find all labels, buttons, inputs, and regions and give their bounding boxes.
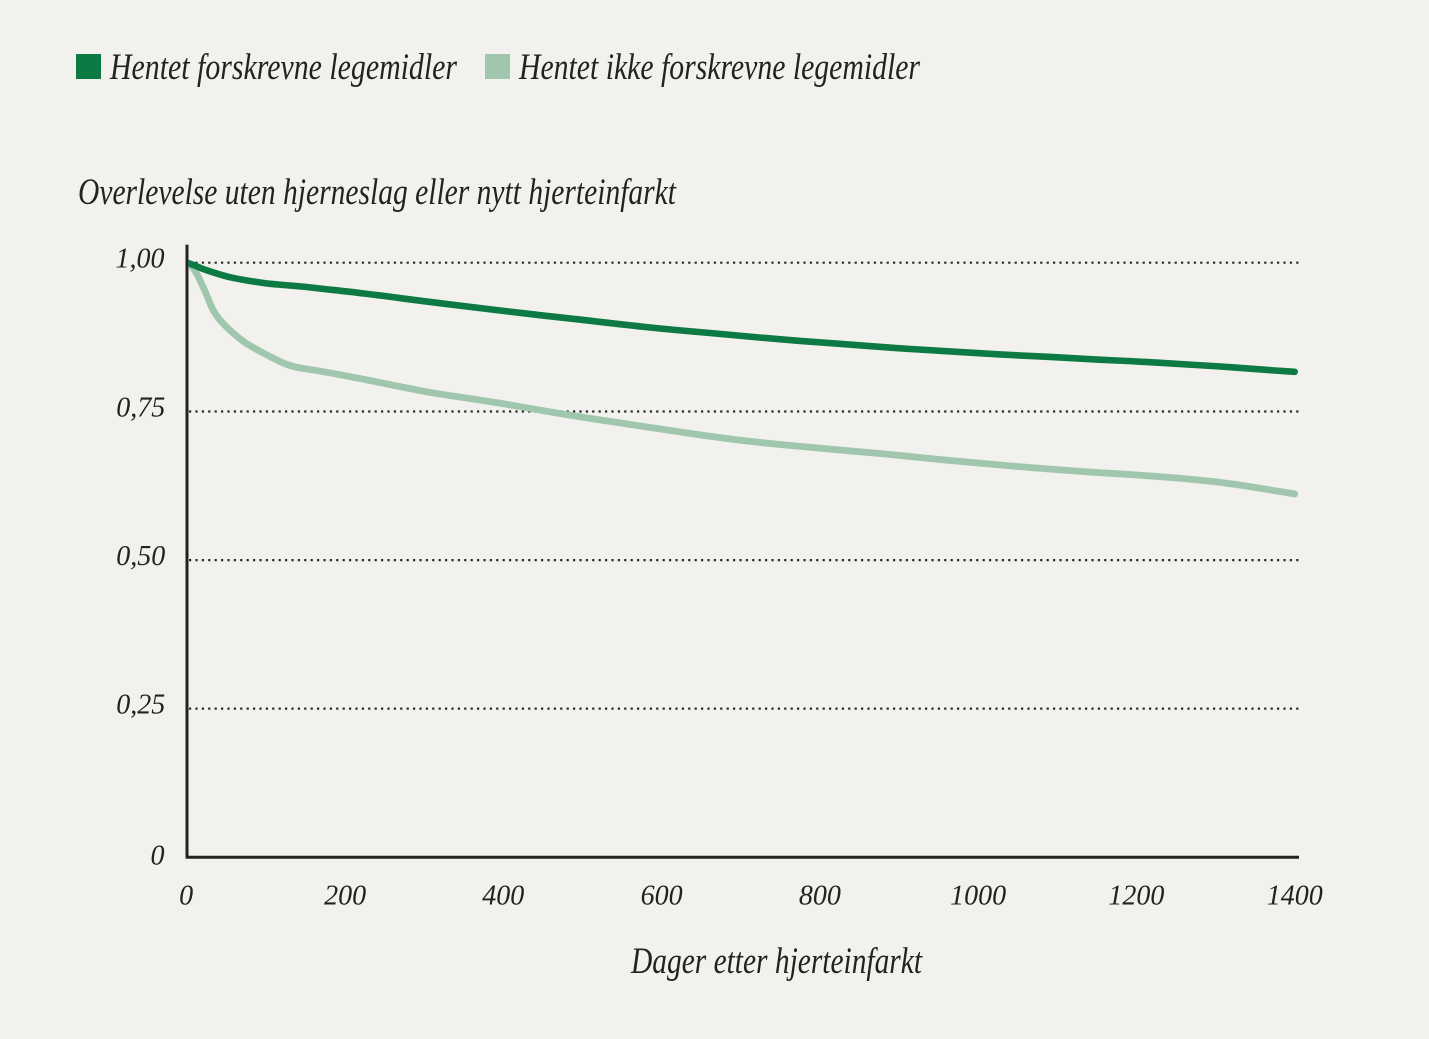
svg-text:1400: 1400	[1267, 881, 1323, 912]
svg-text:1,00: 1,00	[116, 244, 165, 275]
svg-text:1000: 1000	[950, 881, 1006, 912]
svg-text:Hentet forskrevne legemidler: Hentet forskrevne legemidler	[109, 47, 457, 88]
svg-text:600: 600	[641, 881, 683, 912]
svg-text:400: 400	[482, 881, 524, 912]
svg-text:Overlevelse uten hjerneslag el: Overlevelse uten hjerneslag eller nytt h…	[78, 172, 677, 213]
svg-text:0,75: 0,75	[116, 393, 165, 424]
svg-text:Hentet ikke forskrevne legemid: Hentet ikke forskrevne legemidler	[518, 47, 920, 88]
svg-text:0: 0	[151, 841, 165, 872]
svg-text:800: 800	[799, 881, 841, 912]
svg-text:Dager etter hjerteinfarkt: Dager etter hjerteinfarkt	[630, 941, 923, 982]
svg-text:0,50: 0,50	[116, 541, 165, 572]
svg-text:0: 0	[179, 881, 193, 912]
svg-text:0,25: 0,25	[116, 690, 165, 721]
svg-text:200: 200	[324, 881, 366, 912]
svg-text:1200: 1200	[1108, 881, 1164, 912]
